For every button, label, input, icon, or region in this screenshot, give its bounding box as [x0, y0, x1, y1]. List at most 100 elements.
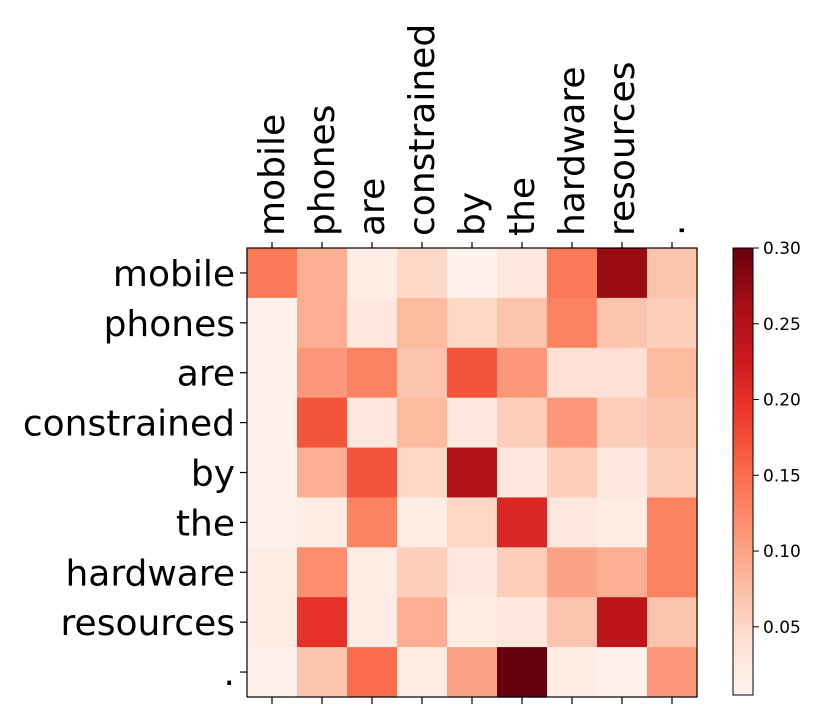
heatmap-cell-0-6: [547, 248, 598, 299]
heatmap-cell-8-0: [247, 647, 298, 698]
heatmap-cell-3-1: [297, 397, 348, 449]
heatmap-cell-1-0: [247, 297, 298, 349]
y-tick-label-2: are: [177, 354, 235, 395]
colorbar-tick-label-0: 0.05: [763, 618, 801, 638]
x-tick-label-2: are: [352, 178, 393, 236]
heatmap-cell-0-2: [347, 248, 398, 299]
colorbar-tick-label-5: 0.30: [763, 239, 801, 259]
y-tick-label-6: hardware: [65, 553, 235, 594]
heatmap-cell-7-8: [647, 597, 698, 648]
heatmap-cell-5-7: [597, 497, 648, 548]
heatmap-cell-0-8: [647, 248, 698, 299]
heatmap-cell-4-7: [597, 447, 648, 499]
heatmap-cell-8-8: [647, 647, 698, 698]
heatmap-cell-1-1: [297, 297, 348, 349]
heatmap-cell-0-1: [297, 248, 348, 299]
heatmap-cell-7-2: [347, 597, 398, 648]
heatmap-cell-3-5: [497, 397, 548, 449]
heatmap-cell-2-5: [497, 347, 548, 399]
heatmap-cell-5-0: [247, 497, 298, 548]
heatmap-cell-0-3: [397, 248, 448, 299]
x-tick-labels: mobile phones are constrained by the hardware r…: [252, 24, 693, 236]
heatmap-cell-4-4: [447, 447, 498, 499]
heatmap-cell-6-3: [397, 547, 448, 598]
heatmap-cells: [247, 248, 698, 698]
colorbar-tick-label-1: 0.10: [763, 542, 801, 562]
x-tick-label-4: by: [452, 192, 493, 236]
y-tick-labels: mobile phones are constrained by the hardware r…: [23, 254, 235, 694]
heatmap-cell-5-5: [497, 497, 548, 548]
x-tick-label-8: .: [652, 225, 693, 236]
heatmap-cell-3-8: [647, 397, 698, 449]
heatmap-cell-7-0: [247, 597, 298, 648]
heatmap-cell-7-7: [597, 597, 648, 648]
heatmap-cell-8-2: [347, 647, 398, 698]
heatmap-cell-7-1: [297, 597, 348, 648]
heatmap-cell-2-6: [547, 347, 598, 399]
heatmap-cell-6-6: [547, 547, 598, 598]
heatmap-cell-6-8: [647, 547, 698, 598]
heatmap-cell-3-2: [347, 397, 398, 449]
x-tick-label-5: the: [502, 177, 543, 236]
heatmap-cell-3-7: [597, 397, 648, 449]
heatmap-cell-5-1: [297, 497, 348, 548]
heatmap-cell-5-8: [647, 497, 698, 548]
y-tick-label-5: the: [176, 503, 235, 544]
heatmap-cell-7-4: [447, 597, 498, 648]
heatmap-cell-8-3: [397, 647, 448, 698]
x-tick-label-1: phones: [302, 105, 343, 236]
heatmap-cell-0-7: [597, 248, 648, 299]
heatmap-cell-0-0: [247, 248, 298, 299]
heatmap-cell-1-7: [597, 297, 648, 349]
y-tick-label-0: mobile: [113, 254, 235, 295]
x-tick-label-0: mobile: [252, 114, 293, 236]
heatmap-cell-2-3: [397, 347, 448, 399]
heatmap-cell-2-2: [347, 347, 398, 399]
heatmap-cell-4-8: [647, 447, 698, 499]
heatmap-cell-4-2: [347, 447, 398, 499]
heatmap-cell-8-4: [447, 647, 498, 698]
heatmap-cell-1-4: [447, 297, 498, 349]
heatmap-cell-1-3: [397, 297, 448, 349]
heatmap-cell-4-6: [547, 447, 598, 499]
y-tick-label-8: .: [224, 653, 235, 694]
heatmap-cell-2-1: [297, 347, 348, 399]
y-tick-label-4: by: [191, 454, 235, 495]
heatmap-cell-1-6: [547, 297, 598, 349]
heatmap-cell-5-2: [347, 497, 398, 548]
heatmap-cell-8-5: [497, 647, 548, 698]
heatmap-cell-6-1: [297, 547, 348, 598]
colorbar: [732, 247, 754, 696]
heatmap-cell-3-6: [547, 397, 598, 449]
heatmap-cell-6-5: [497, 547, 548, 598]
heatmap-cell-4-1: [297, 447, 348, 499]
heatmap-cell-2-8: [647, 347, 698, 399]
x-tick-label-7: resources: [602, 62, 643, 236]
heatmap-cell-0-4: [447, 248, 498, 299]
heatmap-cell-1-2: [347, 297, 398, 349]
y-tick-label-7: resources: [61, 603, 235, 644]
heatmap-cell-3-4: [447, 397, 498, 449]
heatmap-cell-4-3: [397, 447, 448, 499]
heatmap-cell-5-6: [547, 497, 598, 548]
y-tick-label-1: phones: [104, 304, 235, 345]
colorbar-tick-label-2: 0.15: [763, 466, 801, 486]
heatmap-cell-8-7: [597, 647, 648, 698]
heatmap-cell-3-0: [247, 397, 298, 449]
heatmap-cell-4-0: [247, 447, 298, 499]
heatmap-cell-2-7: [597, 347, 648, 399]
heatmap-cell-8-1: [297, 647, 348, 698]
x-tick-label-6: hardware: [552, 66, 593, 236]
colorbar-ticks: 0.05 0.10 0.15 0.20 0.25 0.30: [753, 239, 801, 638]
heatmap-cell-5-4: [447, 497, 498, 548]
heatmap-cell-2-4: [447, 347, 498, 399]
axis-ticks: [240, 242, 673, 704]
colorbar-tick-label-4: 0.25: [763, 315, 801, 335]
heatmap-cell-1-5: [497, 297, 548, 349]
heatmap-cell-6-4: [447, 547, 498, 598]
heatmap-cell-7-3: [397, 597, 448, 648]
heatmap-cell-8-6: [547, 647, 598, 698]
heatmap-cell-3-3: [397, 397, 448, 449]
heatmap-cell-6-0: [247, 547, 298, 598]
